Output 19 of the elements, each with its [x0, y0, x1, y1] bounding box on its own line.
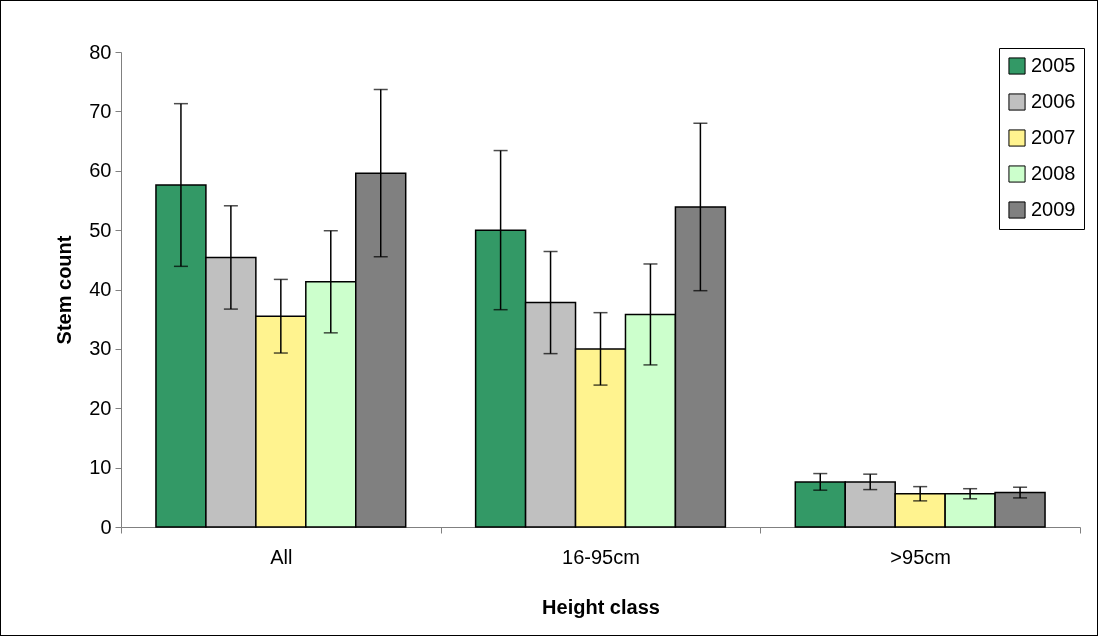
y-axis-title: Stem count — [53, 235, 76, 345]
y-tick-label: 30 — [89, 337, 112, 360]
y-tick-label: 40 — [89, 278, 112, 300]
x-tick-label: All — [270, 545, 293, 568]
y-tick-label: 60 — [89, 159, 112, 182]
y-tick-label: 70 — [89, 99, 112, 122]
x-tick-label: >95cm — [890, 545, 951, 568]
legend-label: 2007 — [1031, 126, 1076, 148]
x-tick-label: 16-95cm — [562, 545, 640, 568]
y-tick-label: 10 — [89, 456, 112, 479]
y-tick-label: 80 — [89, 40, 112, 63]
y-tick-label: 20 — [89, 396, 112, 419]
legend-label: 2008 — [1031, 162, 1076, 184]
legend-label: 2006 — [1031, 90, 1076, 112]
legend-label: 2009 — [1031, 198, 1076, 220]
y-tick-label: 50 — [89, 218, 112, 241]
x-axis-title: Height class — [542, 595, 660, 618]
legend-label: 2005 — [1031, 54, 1076, 76]
y-tick-label: 0 — [100, 515, 112, 538]
